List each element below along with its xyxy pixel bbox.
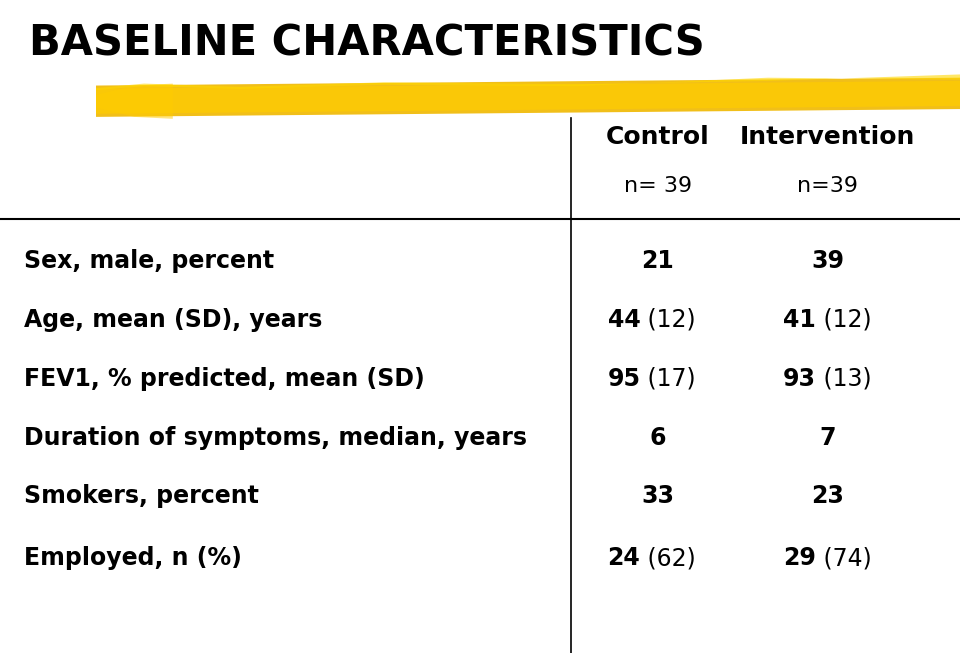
Text: n= 39: n= 39 <box>624 176 691 196</box>
Text: n=39: n=39 <box>797 176 858 196</box>
Text: 95: 95 <box>608 367 640 390</box>
Text: 23: 23 <box>811 485 844 508</box>
Text: 93: 93 <box>783 367 816 390</box>
Text: 24: 24 <box>608 547 640 570</box>
Text: 41: 41 <box>783 308 816 332</box>
Text: Intervention: Intervention <box>740 125 915 149</box>
Text: 6: 6 <box>649 426 666 449</box>
Text: 39: 39 <box>811 249 844 273</box>
Text: Duration of symptoms, median, years: Duration of symptoms, median, years <box>24 426 527 449</box>
Text: 33: 33 <box>641 485 674 508</box>
Text: FEV1, % predicted, mean (SD): FEV1, % predicted, mean (SD) <box>24 367 424 390</box>
Text: Age, mean (SD), years: Age, mean (SD), years <box>24 308 323 332</box>
Text: BASELINE CHARACTERISTICS: BASELINE CHARACTERISTICS <box>29 23 705 65</box>
Text: (17): (17) <box>640 367 696 390</box>
Text: 7: 7 <box>819 426 836 449</box>
Polygon shape <box>96 74 960 90</box>
Text: (74): (74) <box>816 547 872 570</box>
Text: 21: 21 <box>641 249 674 273</box>
Text: (13): (13) <box>816 367 872 390</box>
Text: Smokers, percent: Smokers, percent <box>24 485 259 508</box>
Text: Employed, n (%): Employed, n (%) <box>24 547 242 570</box>
Polygon shape <box>96 81 960 114</box>
Text: Control: Control <box>606 125 709 149</box>
Text: (62): (62) <box>640 547 696 570</box>
Text: (12): (12) <box>640 308 696 332</box>
Text: Sex, male, percent: Sex, male, percent <box>24 249 275 273</box>
Text: 44: 44 <box>608 308 640 332</box>
Polygon shape <box>96 84 173 119</box>
Text: 29: 29 <box>783 547 816 570</box>
Text: (12): (12) <box>816 308 872 332</box>
Polygon shape <box>96 78 960 117</box>
